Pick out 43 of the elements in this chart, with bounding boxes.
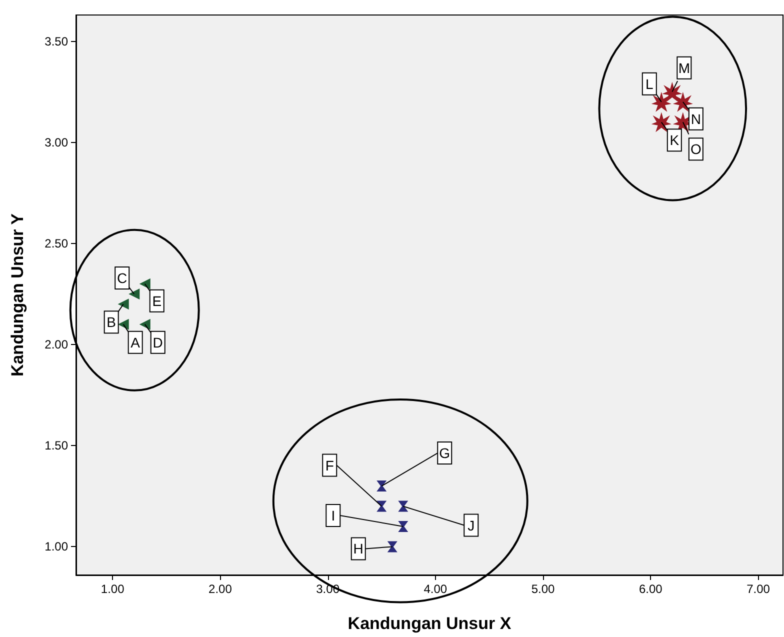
x-tick-label: 5.00: [531, 582, 556, 596]
annotation: I: [331, 507, 336, 524]
x-tick-label: 4.00: [424, 582, 448, 596]
y-tick-label: 1.00: [44, 540, 68, 554]
point: [376, 480, 387, 492]
annotation: F: [325, 457, 334, 474]
point: [662, 82, 682, 102]
x-axis-title: Kandungan Unsur X: [348, 614, 512, 633]
annotation: N: [690, 110, 701, 127]
annotation: E: [152, 292, 162, 309]
x-tick-label: 6.00: [638, 582, 663, 596]
annotation: K: [670, 132, 680, 148]
y-tick-label: 1.50: [44, 438, 68, 453]
point: [139, 278, 150, 290]
y-tick-label: 3.50: [44, 34, 68, 48]
x-tick-label: 1.00: [100, 582, 125, 596]
point: [118, 318, 129, 330]
point: [139, 318, 150, 330]
annotation: C: [117, 270, 128, 286]
point: [651, 112, 672, 132]
annotation: J: [468, 517, 475, 534]
point: [118, 298, 129, 310]
annotation: G: [439, 445, 450, 462]
x-tick-label: 7.00: [746, 582, 770, 596]
annotation: B: [106, 314, 116, 330]
annotation: H: [353, 540, 364, 557]
point: [376, 500, 387, 512]
point: [651, 92, 672, 112]
y-tick-label: 3.00: [44, 135, 68, 150]
annotation: M: [678, 60, 690, 76]
y-tick-label: 2.00: [44, 338, 68, 352]
point: [398, 520, 408, 532]
x-tick-label: 2.00: [208, 582, 232, 596]
annotation: L: [646, 76, 654, 92]
annotation: O: [690, 141, 702, 158]
y-tick-label: 2.50: [44, 236, 68, 250]
annotation: D: [152, 334, 163, 350]
point: [672, 92, 693, 112]
annotation: A: [130, 334, 141, 350]
point: [128, 288, 140, 300]
point: [387, 541, 398, 552]
y-axis-title: Kandungan Unsur Y: [8, 212, 27, 377]
point: [398, 500, 408, 512]
